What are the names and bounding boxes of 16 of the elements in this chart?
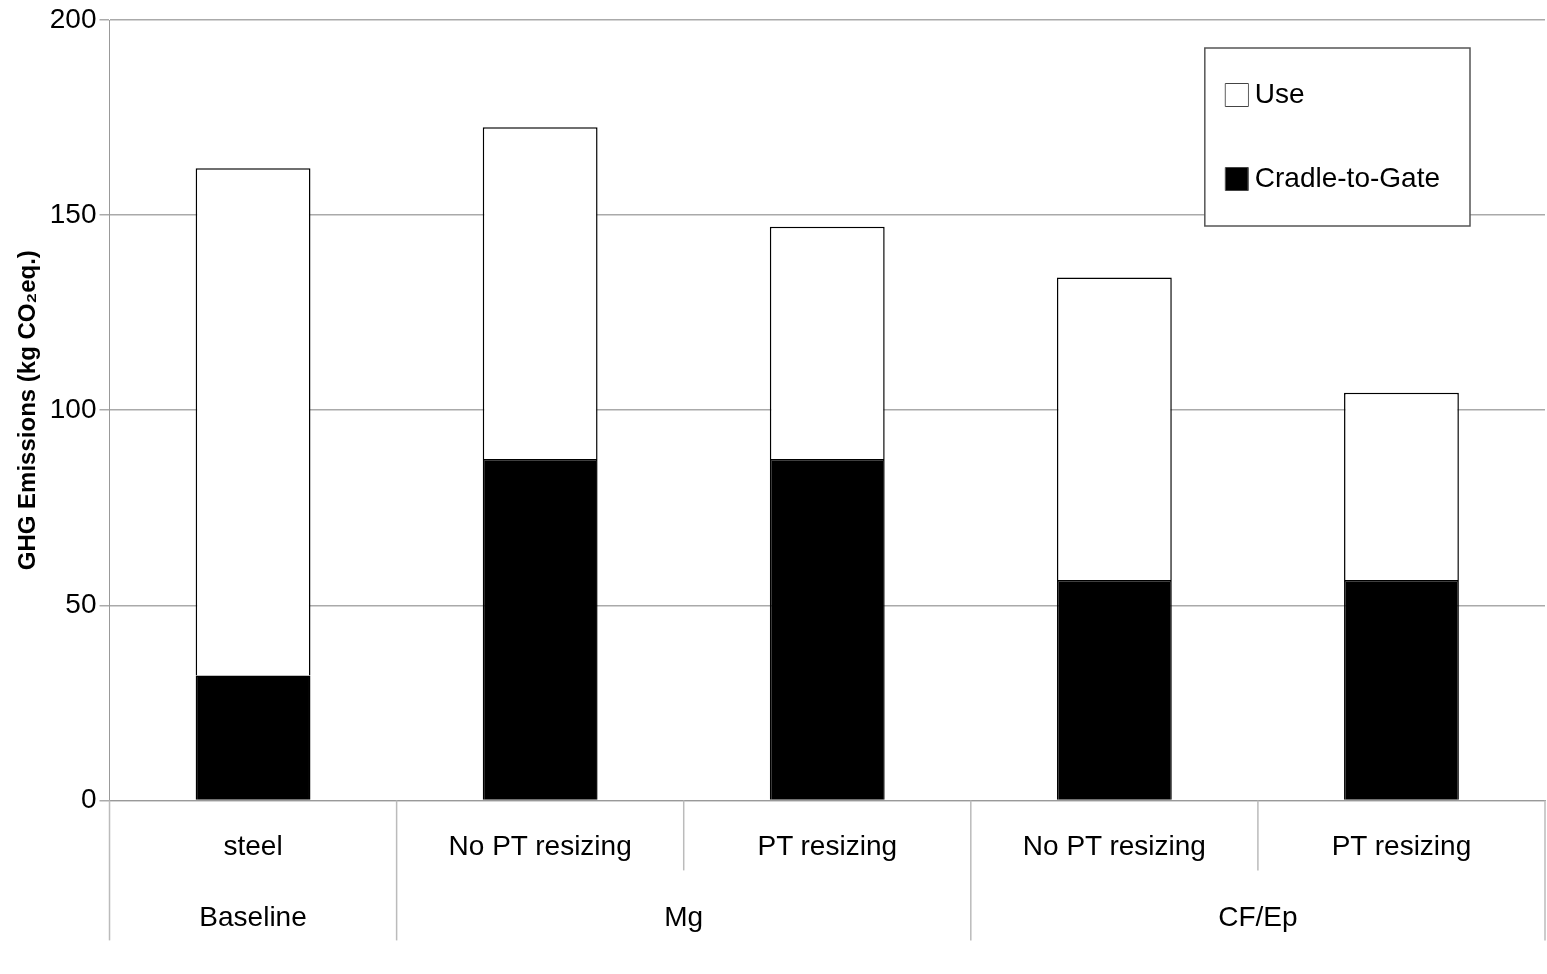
- x-tick-label: No PT resizing: [448, 829, 632, 861]
- text: CF/Ep: [1218, 901, 1298, 933]
- x-tick-label: PT resizing: [1331, 829, 1472, 861]
- y-tick-label: 200: [49, 2, 97, 34]
- legend-label: Use: [1254, 77, 1305, 109]
- text: Baseline: [199, 901, 307, 933]
- x-tick-label: steel: [223, 829, 283, 861]
- y-tick-label: 50: [65, 588, 97, 620]
- x-tick-label: No PT resizing: [1022, 829, 1206, 861]
- y-tick-label: 0: [80, 783, 97, 815]
- x-tick-label: PT resizing: [757, 829, 898, 861]
- y-tick-label: 100: [49, 392, 97, 424]
- text: Mg: [664, 901, 704, 933]
- y-tick-label: 150: [49, 197, 97, 229]
- legend-label: Cradle-to-Gate: [1254, 161, 1440, 193]
- y-axis-title: GHG Emissions (kg CO₂eq.): [13, 250, 41, 571]
